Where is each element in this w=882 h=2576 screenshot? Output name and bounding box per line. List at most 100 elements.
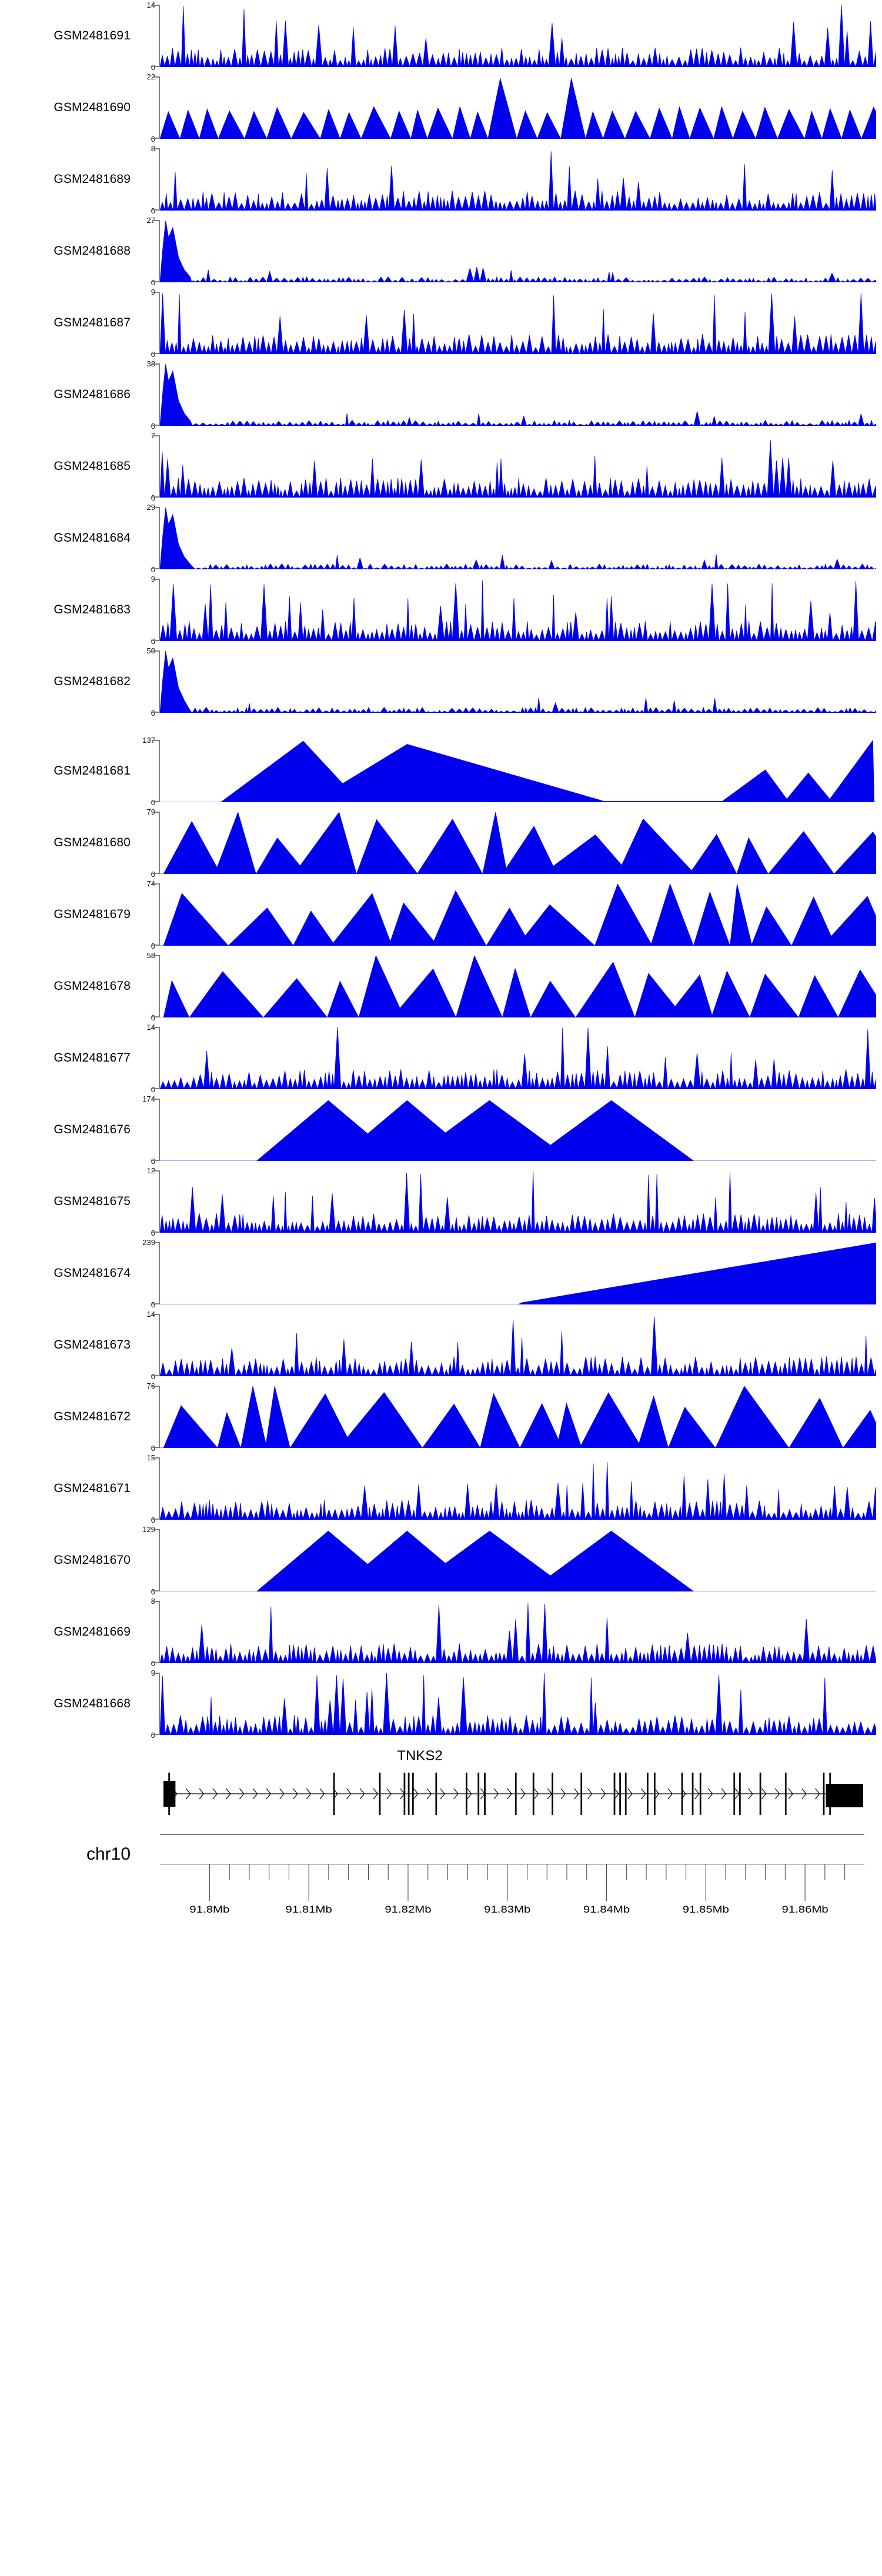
coverage-plot[interactable] [159,579,876,641]
coverage-track: GSM248168790 [0,287,882,359]
y-axis-tick-max [152,5,159,6]
gene-model-canvas[interactable] [160,1740,864,1828]
coverage-plot[interactable] [159,1386,876,1448]
coverage-plot[interactable] [159,76,876,139]
track-label-gsm2481669[interactable]: GSM2481669 [54,1625,131,1639]
track-label-gsm2481682[interactable]: GSM2481682 [54,675,131,688]
coverage-plot[interactable] [159,507,876,569]
track-axis: 76 0 [141,1382,876,1453]
y-axis-line [159,1673,160,1735]
coverage-plot[interactable] [159,650,876,713]
track-axis: 29 0 [141,503,876,574]
coverage-plot[interactable] [159,812,876,874]
track-label-gsm2481686[interactable]: GSM2481686 [54,388,131,401]
y-axis-tick-min [152,1160,159,1161]
y-axis-max-label: 9 [85,1669,155,1677]
y-axis-line [159,292,160,354]
track-axis: 14 0 [141,1310,876,1381]
track-label-gsm2481687[interactable]: GSM2481687 [54,316,131,329]
track-label-gsm2481685[interactable]: GSM2481685 [54,459,131,473]
track-label-gsm2481679[interactable]: GSM2481679 [54,907,131,921]
track-label-gsm2481672[interactable]: GSM2481672 [54,1410,131,1423]
y-axis-tick-min [152,138,159,139]
y-axis-line [159,5,160,67]
y-axis-tick-min [152,712,159,713]
track-label-gsm2481691[interactable]: GSM2481691 [54,29,131,42]
track-label-gsm2481678[interactable]: GSM2481678 [54,979,131,993]
coverage-plot[interactable] [159,435,876,498]
coverage-track-list: GSM2481691140GSM2481690220GSM248168980GS… [0,1,882,1740]
coverage-track: GSM2481690 22 0 [0,72,882,144]
track-axis: 50 0 [141,646,876,718]
y-axis-min-label: 0 [151,1229,155,1237]
track-label-gsm2481670[interactable]: GSM2481670 [54,1553,131,1567]
coverage-plot[interactable] [159,363,876,426]
y-axis-max-label: 58 [146,951,155,960]
y-axis-min-label: 0 [151,1516,155,1524]
y-axis-tick-max [152,76,159,78]
coverage-track: GSM2481679 74 0 [0,879,882,950]
coverage-plot[interactable] [159,1673,876,1735]
track-label-gsm2481671[interactable]: GSM2481671 [54,1481,131,1495]
track-label-gsm2481680[interactable]: GSM2481680 [54,836,131,849]
coverage-plot[interactable] [159,740,876,802]
track-label-gsm2481675[interactable]: GSM2481675 [54,1194,131,1208]
coverage-plot[interactable] [159,1170,876,1233]
coverage-plot[interactable] [159,1529,876,1591]
track-label-gsm2481689[interactable]: GSM2481689 [54,172,131,186]
track-axis: 174 0 [141,1095,876,1166]
coverage-track: GSM2481670 129 0 [0,1524,882,1596]
svg-text:91.82Mb: 91.82Mb [385,1904,431,1915]
track-label-gsm2481690[interactable]: GSM2481690 [54,101,131,114]
y-axis-max-label: 50 [146,646,155,655]
coverage-track: GSM2481672 76 0 [0,1381,882,1453]
coverage-plot[interactable] [159,292,876,354]
y-axis-tick-min [152,209,159,211]
track-label-gsm2481684[interactable]: GSM2481684 [54,531,131,545]
y-axis-min-label: 0 [151,1300,155,1309]
y-axis-min-label: 0 [151,798,155,807]
track-label-gsm2481676[interactable]: GSM2481676 [54,1123,131,1136]
gene-label: TNKS2 [397,1748,443,1764]
coverage-plot[interactable] [159,5,876,67]
track-label-gsm2481668[interactable]: GSM2481668 [54,1697,131,1710]
track-label-gsm2481673[interactable]: GSM2481673 [54,1338,131,1352]
track-label-gsm2481677[interactable]: GSM2481677 [54,1051,131,1065]
track-axis: 58 0 [141,951,876,1022]
y-axis-tick-min [152,873,159,874]
track-axis: 129 0 [141,1525,876,1596]
y-axis-line [159,650,160,713]
coverage-plot[interactable] [159,148,876,211]
coverage-plot[interactable] [159,883,876,946]
coverage-plot[interactable] [159,1457,876,1520]
y-axis-max-label: 9 [85,575,155,583]
y-axis-min-label: 0 [151,1085,155,1094]
coverage-plot[interactable] [159,955,876,1017]
coverage-plot[interactable] [159,1099,876,1161]
track-group-gap [0,718,882,735]
y-axis-min-label: 0 [151,565,155,574]
coverage-plot[interactable] [159,220,876,282]
y-axis-tick-min [152,425,159,426]
y-axis-tick-max [152,363,159,365]
coverage-plot[interactable] [159,1601,876,1663]
y-axis-min-label: 0 [151,1444,155,1453]
coverage-plot[interactable] [159,1242,876,1304]
y-axis-tick-max [152,650,159,652]
track-label-gsm2481674[interactable]: GSM2481674 [54,1266,131,1280]
track-label-gsm2481683[interactable]: GSM2481683 [54,603,131,616]
coverage-track: GSM2481674 239 0 [0,1237,882,1309]
svg-text:91.81Mb: 91.81Mb [285,1904,332,1915]
track-label-gsm2481681[interactable]: GSM2481681 [54,764,131,778]
coverage-plot[interactable] [159,1027,876,1089]
track-label-gsm2481688[interactable]: GSM2481688 [54,244,131,258]
y-axis-max-label: 79 [146,807,155,816]
ruler-canvas[interactable]: 91.8Mb 91.81Mb 91.82Mb 91.83Mb 91.84Mb 91.85M… [159,1828,864,1946]
y-axis-tick-min [152,945,159,946]
y-axis-line [159,148,160,211]
y-axis-line [159,883,160,946]
y-axis-max-label: 38 [146,359,155,368]
y-axis-line [159,1170,160,1233]
coverage-plot[interactable] [159,1314,876,1376]
y-axis-line [159,1529,160,1591]
